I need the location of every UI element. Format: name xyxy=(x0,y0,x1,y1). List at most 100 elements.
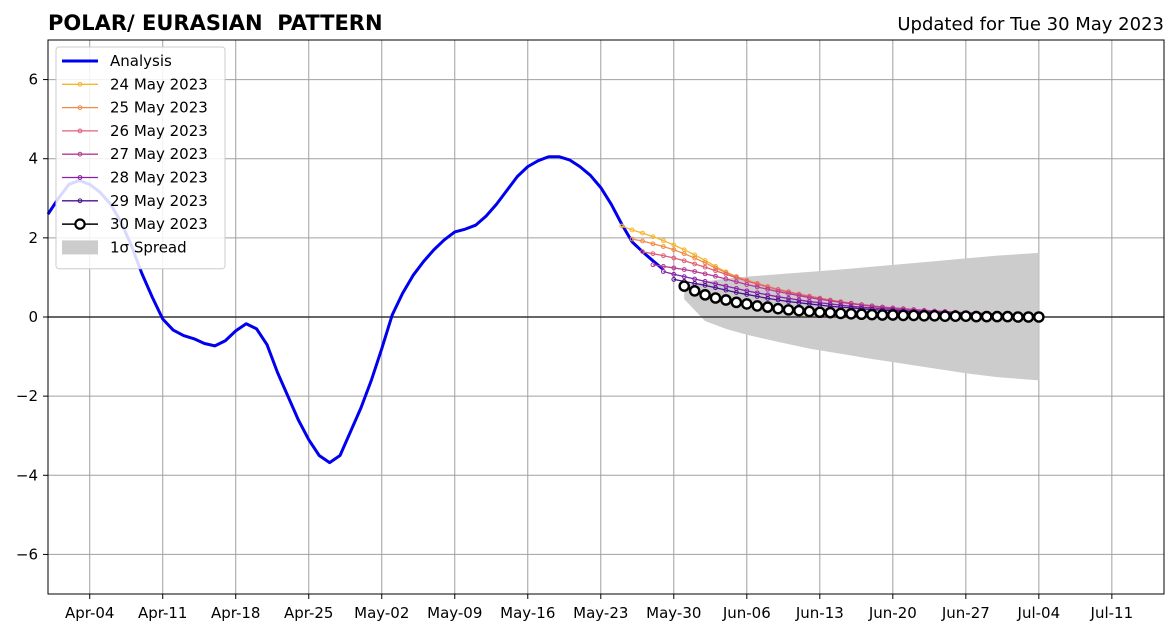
series-point xyxy=(876,309,889,321)
series-7 xyxy=(678,280,1045,323)
legend: Analysis 24 May 2023 25 May 2023 26 May 202… xyxy=(55,46,226,270)
series-point xyxy=(678,280,691,292)
series-point xyxy=(887,309,899,321)
series-point xyxy=(786,299,791,304)
series-point xyxy=(723,287,729,293)
series-point xyxy=(723,271,729,277)
legend-marker xyxy=(77,128,83,134)
series-point xyxy=(650,241,656,247)
x-tick-label: May-30 xyxy=(646,604,701,622)
legend-item: 30 May 2023 xyxy=(62,215,208,233)
series-point xyxy=(671,271,677,277)
x-tick-label: May-09 xyxy=(427,604,482,622)
series-point xyxy=(650,234,656,240)
series-point xyxy=(918,310,930,322)
series-point xyxy=(699,289,711,301)
series-point xyxy=(949,310,962,323)
x-tick-label: Jun-20 xyxy=(868,604,917,622)
series-point xyxy=(681,267,687,272)
series-point xyxy=(640,238,645,244)
y-tick-label: 4 xyxy=(28,150,38,168)
series-point xyxy=(786,296,791,301)
legend-marker xyxy=(77,105,83,110)
series-point xyxy=(671,255,677,261)
legend-label: 29 May 2023 xyxy=(110,192,208,210)
series-point xyxy=(754,294,760,299)
legend-item: 28 May 2023 xyxy=(62,169,208,187)
series-layer xyxy=(46,155,1045,465)
series-point xyxy=(845,308,857,320)
series-point xyxy=(720,294,732,306)
series-point xyxy=(796,300,802,306)
series-point xyxy=(660,263,666,269)
series-point xyxy=(765,286,771,292)
legend-label: 28 May 2023 xyxy=(110,169,208,187)
x-tick-label: May-23 xyxy=(573,604,628,622)
series-point xyxy=(796,293,802,299)
x-tick-label: May-16 xyxy=(500,604,555,622)
series-point xyxy=(713,273,718,279)
series-point xyxy=(702,260,708,266)
legend-item: Analysis xyxy=(62,52,172,70)
series-point xyxy=(765,296,771,301)
series-point xyxy=(681,251,687,257)
legend-marker xyxy=(77,151,83,157)
legend-item: 1σ Spread xyxy=(62,238,187,256)
series-point xyxy=(671,277,677,282)
x-tick-label: Jun-27 xyxy=(941,604,990,622)
y-tick-label: 0 xyxy=(28,308,38,326)
series-point xyxy=(980,310,993,323)
legend-marker xyxy=(77,198,83,204)
legend-label: 26 May 2023 xyxy=(110,122,208,140)
series-point xyxy=(723,276,729,282)
series-point xyxy=(824,306,837,319)
series-point xyxy=(827,298,833,304)
legend-item: 29 May 2023 xyxy=(62,192,208,210)
series-point xyxy=(702,271,708,277)
legend-item: 26 May 2023 xyxy=(62,122,208,140)
series-point xyxy=(907,309,920,322)
series-point xyxy=(741,298,753,310)
series-point xyxy=(855,308,868,321)
series-point xyxy=(692,269,698,274)
series-point xyxy=(709,292,722,304)
series-point xyxy=(970,310,983,323)
x-tick-label: Jul-11 xyxy=(1090,604,1134,622)
series-point xyxy=(692,252,698,258)
series-point xyxy=(775,289,781,295)
series-point xyxy=(786,291,791,297)
x-tick-label: Jun-06 xyxy=(722,604,771,622)
series-point xyxy=(754,281,760,287)
legend-box xyxy=(55,46,226,270)
legend-marker xyxy=(77,175,83,180)
series-point xyxy=(650,251,656,257)
series-point xyxy=(928,310,941,322)
series-point xyxy=(671,265,677,271)
series-point xyxy=(744,282,750,287)
series-point xyxy=(702,282,708,288)
y-tick-label: −6 xyxy=(16,545,38,563)
series-point xyxy=(838,299,844,305)
chart-title: POLAR/ EURASIAN PATTERN xyxy=(48,11,383,35)
series-point xyxy=(640,249,645,255)
legend-label: 24 May 2023 xyxy=(110,75,208,93)
x-tick-label: Apr-11 xyxy=(138,604,188,622)
y-tick-label: 2 xyxy=(28,229,38,247)
series-point xyxy=(814,306,826,319)
series-point xyxy=(754,284,760,290)
y-tick-label: −2 xyxy=(16,387,38,405)
y-tick-label: −4 xyxy=(16,466,38,484)
series-point xyxy=(688,285,701,297)
series-point xyxy=(629,227,635,233)
x-tick-label: Jun-13 xyxy=(795,604,844,622)
x-tick-label: Jul-04 xyxy=(1017,604,1061,622)
x-tick-label: May-02 xyxy=(354,604,409,622)
series-point xyxy=(730,296,743,309)
series-point xyxy=(671,242,677,248)
series-point xyxy=(660,269,666,274)
series-point xyxy=(692,261,698,267)
legend-item: 24 May 2023 xyxy=(62,75,208,93)
series-point xyxy=(660,244,666,249)
series-point xyxy=(629,236,635,242)
